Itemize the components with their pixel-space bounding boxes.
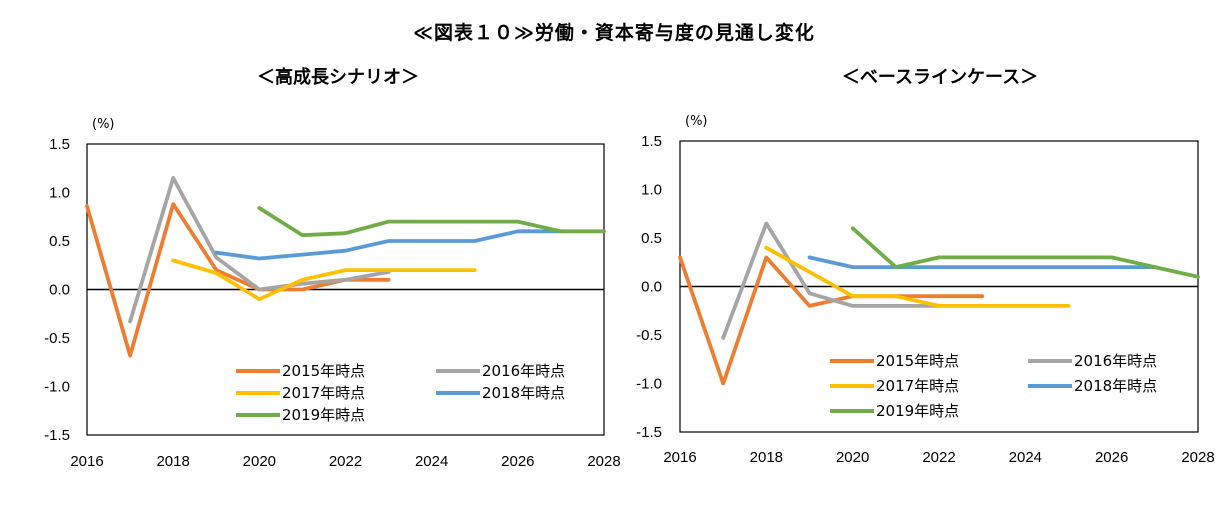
legend-label: 2015年時点 <box>876 352 959 370</box>
y-tick-label: 0.5 <box>641 230 662 247</box>
y-tick-label: 1.0 <box>641 182 662 199</box>
x-tick-label: 2020 <box>836 449 869 466</box>
legend-label: 2019年時点 <box>876 402 959 420</box>
x-tick-label: 2024 <box>415 453 448 470</box>
series-line-4 <box>257 206 606 238</box>
y-tick-label: -1.5 <box>636 424 662 441</box>
y-tick-label: -0.5 <box>44 330 70 347</box>
x-tick-label: 2026 <box>501 453 534 470</box>
x-tick-label: 2028 <box>587 453 620 470</box>
legend-label: 2017年時点 <box>876 377 959 395</box>
x-tick-label: 2018 <box>156 453 189 470</box>
y-tick-label: 0.0 <box>641 279 662 296</box>
y-tick-label: -1.0 <box>44 379 70 396</box>
y-unit-label: (%) <box>685 114 708 129</box>
series-line-4 <box>850 226 1200 279</box>
series-line-3 <box>807 255 1157 270</box>
x-tick-label: 2018 <box>750 449 783 466</box>
y-tick-label: -0.5 <box>636 327 662 344</box>
y-tick-label: -1.0 <box>636 376 662 393</box>
y-tick-label: 1.0 <box>49 185 70 202</box>
legend-item: 2019年時点 <box>830 402 959 420</box>
legend-item: 2018年時点 <box>436 384 565 402</box>
legend-label: 2018年時点 <box>1074 377 1157 395</box>
x-tick-label: 2020 <box>243 453 276 470</box>
legend-label: 2015年時点 <box>282 362 365 380</box>
x-tick-label: 2016 <box>663 449 696 466</box>
legend-label: 2018年時点 <box>482 384 565 402</box>
x-tick-label: 2024 <box>1009 449 1042 466</box>
legend-item: 2019年時点 <box>236 406 365 424</box>
legend-item: 2015年時点 <box>830 352 959 370</box>
legend-label: 2017年時点 <box>282 384 365 402</box>
series-line-1 <box>128 176 391 324</box>
y-tick-label: 0.0 <box>49 282 70 299</box>
legend-item: 2018年時点 <box>1028 377 1157 395</box>
x-tick-label: 2028 <box>1181 449 1214 466</box>
legend-item: 2017年時点 <box>830 377 959 395</box>
y-tick-label: 0.5 <box>49 233 70 250</box>
x-tick-label: 2026 <box>1095 449 1128 466</box>
panel-title-high-growth: ＜高成長シナリオ＞ <box>257 67 419 88</box>
series-line-2 <box>764 245 1071 308</box>
x-tick-label: 2022 <box>922 449 955 466</box>
legend-label: 2019年時点 <box>282 406 365 424</box>
series-line-2 <box>171 258 477 302</box>
y-tick-label: 1.5 <box>641 133 662 150</box>
series-line-3 <box>214 229 563 261</box>
legend-item: 2016年時点 <box>436 362 565 380</box>
series-line-1 <box>721 221 941 340</box>
x-tick-label: 2022 <box>329 453 362 470</box>
panel-title-baseline: ＜ベースラインケース＞ <box>841 67 1039 88</box>
legend-label: 2016年時点 <box>482 362 565 380</box>
y-unit-label: (%) <box>92 117 115 132</box>
chart-main-title: ≪図表１０≫労働・資本寄与度の見通し変化 <box>413 22 815 44</box>
legend-item: 2016年時点 <box>1028 352 1157 370</box>
legend-item: 2015年時点 <box>236 362 365 380</box>
y-tick-label: -1.5 <box>44 427 70 444</box>
legend-label: 2016年時点 <box>1074 352 1157 370</box>
legend-item: 2017年時点 <box>236 384 365 402</box>
x-tick-label: 2016 <box>70 453 103 470</box>
y-tick-label: 1.5 <box>49 136 70 153</box>
